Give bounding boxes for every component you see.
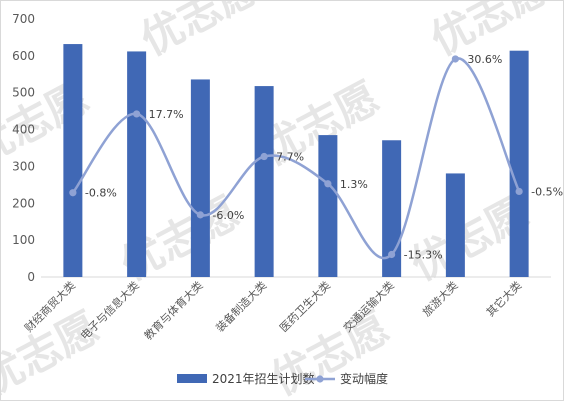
category-label: 其它大类 (483, 278, 524, 319)
data-label: 30.6% (467, 53, 502, 66)
watermark-text: 优志愿 (1, 302, 107, 400)
y-tick-label: 100 (12, 233, 35, 247)
data-label: 7.7% (276, 151, 304, 164)
watermark-text: 优志愿 (133, 1, 267, 65)
bar-series (63, 44, 529, 278)
bar (445, 173, 465, 277)
category-label: 教育与体育大类 (141, 278, 205, 342)
line-point (451, 55, 459, 63)
line-series-points (69, 55, 523, 259)
line-point (388, 250, 396, 259)
y-axis: 0 100 200 300 400 500 600 700 (12, 12, 35, 284)
bar (318, 135, 338, 277)
data-label: 1.3% (340, 178, 368, 191)
y-tick-label: 600 (12, 49, 35, 63)
x-axis-categories: 财经商贸大类 电子与信息大类 教育与体育大类 装备制造大类 医药卫生大类 交通运输大类 旅游… (21, 278, 524, 342)
category-label: 装备制造大类 (213, 278, 270, 335)
bar (190, 79, 210, 278)
legend-bar-swatch (177, 374, 207, 383)
data-label: -0.5% (531, 185, 563, 198)
legend-line-label: 变动幅度 (340, 371, 388, 386)
line-point (260, 152, 268, 161)
y-tick-label: 300 (12, 159, 35, 173)
data-labels: -0.8% 17.7% -6.0% 7.7% 1.3% -15.3% 30.6% -0.5% (85, 53, 563, 262)
bar (63, 44, 83, 277)
line-point (515, 187, 523, 196)
category-label: 医药卫生大类 (276, 278, 333, 335)
bar (509, 50, 529, 277)
y-tick-label: 400 (12, 123, 35, 137)
line-point (133, 110, 141, 118)
bar (254, 86, 274, 277)
line-point (324, 180, 332, 188)
legend-bar-label: 2021年招生计划数 (212, 371, 315, 386)
line-point (69, 189, 77, 197)
data-label: -6.0% (212, 209, 244, 222)
legend: 2021年招生计划数 变动幅度 (177, 371, 388, 386)
bar (127, 51, 147, 278)
data-label: -15.3% (404, 248, 443, 261)
data-label: 17.7% (149, 108, 184, 121)
y-tick-label: 500 (12, 86, 35, 100)
legend-line-marker (316, 375, 324, 383)
y-tick-label: 0 (27, 270, 35, 284)
data-label: -0.8% (85, 187, 117, 200)
y-tick-label: 700 (12, 12, 35, 26)
y-tick-label: 200 (12, 196, 35, 210)
bar (382, 140, 402, 277)
line-point (196, 211, 204, 219)
